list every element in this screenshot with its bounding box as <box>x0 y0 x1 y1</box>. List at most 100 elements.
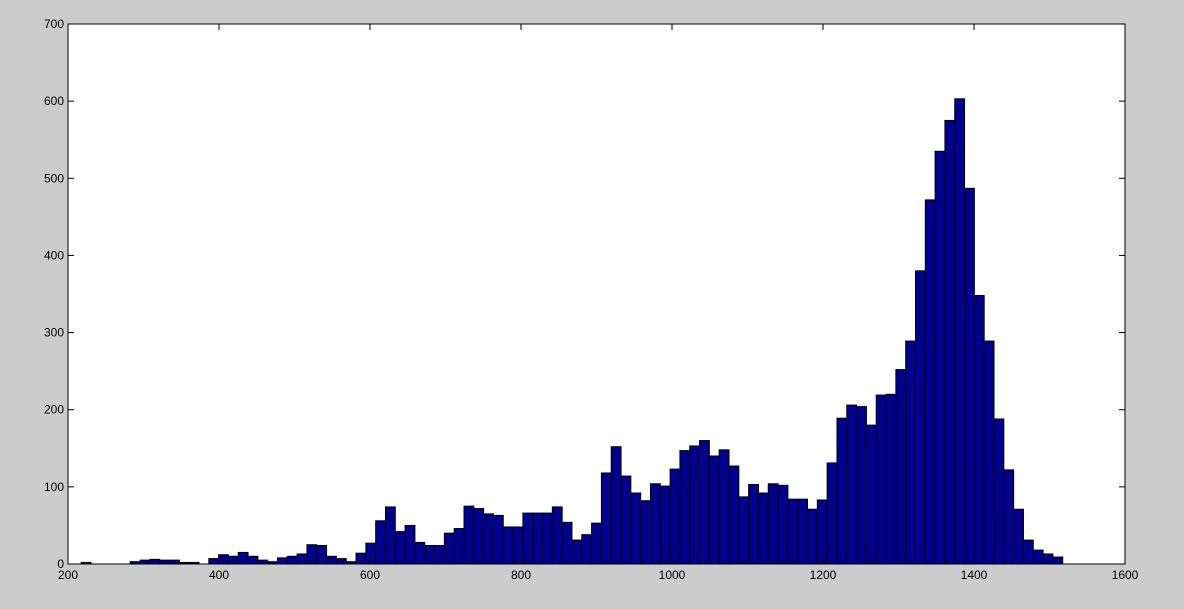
histogram-bar <box>335 558 347 565</box>
histogram-bar <box>1003 469 1015 565</box>
histogram-bar <box>738 496 750 565</box>
histogram-bar <box>1032 549 1044 565</box>
histogram-bar <box>394 531 406 565</box>
histogram-bar <box>620 475 632 565</box>
y-tick-label: 700 <box>44 17 64 31</box>
x-tick-label: 1000 <box>659 568 686 582</box>
histogram-bar <box>414 541 426 565</box>
histogram-bar <box>443 532 455 565</box>
histogram-bar <box>708 455 720 565</box>
histogram-bar <box>286 555 298 565</box>
x-tick-label: 1200 <box>810 568 837 582</box>
y-tick-label: 0 <box>57 557 64 571</box>
histogram-bar <box>885 393 897 565</box>
histogram-bar <box>384 506 396 565</box>
histogram-bar <box>542 512 553 565</box>
histogram-bar <box>1052 556 1064 565</box>
histogram-bar <box>551 506 563 565</box>
histogram-bar <box>669 468 681 565</box>
histogram-bar <box>1042 553 1054 565</box>
histogram-bar <box>797 498 809 565</box>
histogram-bar <box>316 544 328 565</box>
histogram-bar <box>699 440 710 565</box>
x-tick-label: 1600 <box>1112 568 1139 582</box>
histogram-bar <box>649 483 661 565</box>
histogram-bar <box>787 498 799 565</box>
histogram-bar <box>993 418 1005 565</box>
histogram-bar <box>826 462 838 565</box>
ticks-group <box>67 23 1126 565</box>
histogram-bar <box>522 512 534 565</box>
histogram-bar <box>836 417 848 565</box>
histogram-bar <box>218 554 229 565</box>
histogram-bar <box>277 557 288 565</box>
histogram-bar <box>237 551 249 565</box>
x-tick-label: 800 <box>511 568 531 582</box>
histogram-bar <box>659 485 671 565</box>
y-tick-label: 600 <box>44 94 64 108</box>
histogram-bar <box>807 508 818 565</box>
histogram-bar <box>306 544 318 565</box>
y-tick-label: 200 <box>44 403 64 417</box>
histogram-bar <box>846 404 858 565</box>
y-tick-labels: 0 100 200 300 400 500 600 700 <box>44 17 64 571</box>
histogram-bar <box>532 512 544 565</box>
histogram-bar <box>296 553 308 565</box>
histogram-bar <box>561 521 573 565</box>
histogram-bar <box>139 559 151 565</box>
x-tick-label: 400 <box>209 568 229 582</box>
histogram-bar <box>355 552 367 565</box>
histogram-bar <box>159 559 171 565</box>
x-tick-labels: 200 400 600 800 1000 1200 1400 1600 <box>58 568 1139 582</box>
histogram-bar <box>502 526 514 565</box>
histogram-bar <box>149 558 161 565</box>
histogram-bar <box>610 446 622 565</box>
histogram-bar <box>473 507 485 565</box>
histogram-bar <box>905 340 916 565</box>
histogram-bar <box>718 449 730 565</box>
x-tick-label: 600 <box>360 568 380 582</box>
histogram-bar <box>934 150 946 565</box>
y-tick-label: 500 <box>44 171 64 185</box>
histogram-bar <box>856 406 867 565</box>
histogram-bar <box>757 492 769 565</box>
histogram-bar <box>924 199 936 565</box>
histogram-bar <box>571 539 583 565</box>
histogram-bar <box>865 424 877 565</box>
histogram-bar <box>1022 539 1034 565</box>
histogram-bar <box>954 98 966 565</box>
histogram-bar <box>434 544 445 565</box>
histogram-bar <box>227 555 239 565</box>
histogram-bar <box>748 484 759 565</box>
histogram-bar <box>679 450 691 565</box>
histogram-bar <box>767 483 779 565</box>
histogram-bar <box>424 544 436 565</box>
histogram-bar <box>591 522 602 565</box>
histogram-bar <box>326 555 337 565</box>
histogram-bar <box>630 492 642 565</box>
y-tick-label: 300 <box>44 326 64 340</box>
histogram-bar <box>247 555 259 565</box>
axes-frame <box>67 23 1126 565</box>
histogram-bar <box>365 542 377 565</box>
histogram-bar <box>973 295 985 565</box>
histogram-bar <box>257 559 269 565</box>
y-tick-label: 400 <box>44 248 64 262</box>
histogram-bar <box>640 500 651 565</box>
histogram-bar <box>375 520 386 565</box>
histogram-bar <box>944 119 956 565</box>
histogram-bar <box>453 528 465 565</box>
histogram-bar <box>600 472 612 565</box>
histogram-bar <box>483 513 494 565</box>
histogram-bar <box>914 270 926 565</box>
x-tick-label: 200 <box>58 568 78 582</box>
histogram-bar <box>728 465 740 565</box>
x-tick-label: 1400 <box>961 568 988 582</box>
histogram-bar <box>1013 508 1024 565</box>
histogram-bar <box>777 484 789 565</box>
histogram-bar <box>983 340 995 565</box>
histogram-bar <box>404 524 416 565</box>
histogram-bar <box>581 534 593 565</box>
